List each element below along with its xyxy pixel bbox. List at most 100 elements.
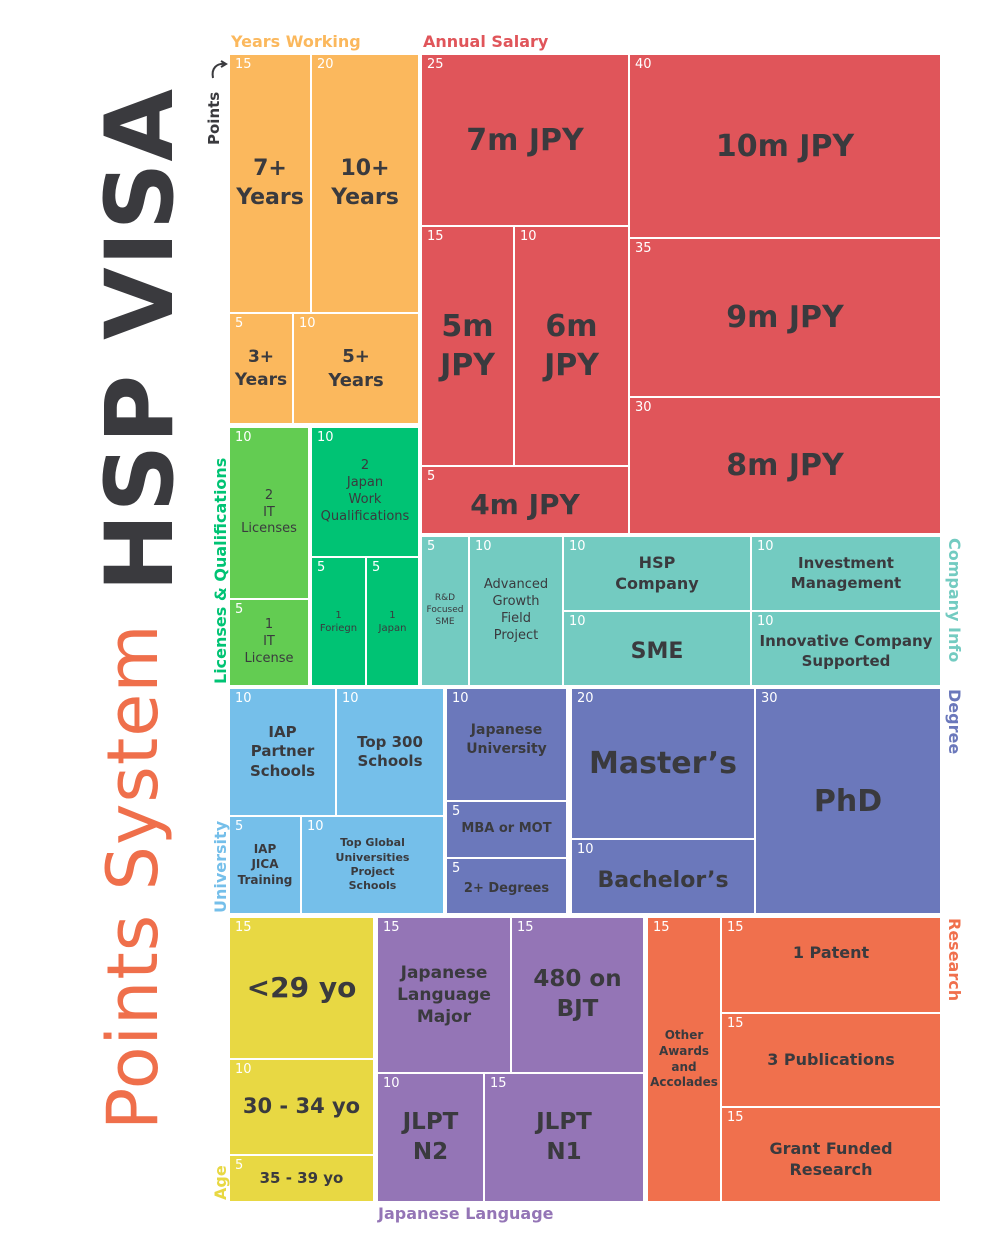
points-value: 5 bbox=[235, 316, 244, 331]
tile-2-it-licenses: 10 2 IT Licenses bbox=[230, 428, 308, 598]
tile-salary-9m: 35 9m JPY bbox=[630, 239, 940, 396]
points-value: 10 bbox=[452, 691, 469, 706]
points-value: 10 bbox=[342, 691, 359, 706]
points-value: 15 bbox=[727, 1110, 744, 1125]
points-value: 5 bbox=[452, 804, 461, 819]
tile-label: Bachelor’s bbox=[597, 868, 729, 894]
category-annual-salary: Annual Salary bbox=[423, 32, 549, 51]
tile-label: 2+ Degrees bbox=[463, 880, 550, 896]
points-value: 10 bbox=[317, 430, 334, 445]
tile-label: 9m JPY bbox=[726, 300, 844, 335]
points-value: 20 bbox=[317, 57, 334, 72]
tile-10-years: 20 10+ Years bbox=[312, 55, 418, 312]
category-research: Research bbox=[945, 918, 964, 1002]
tile-rd-focused-sme: 5 R&D Focused SME bbox=[422, 537, 468, 685]
tile-jlpt-n1: 15 JLPT N1 bbox=[485, 1074, 643, 1201]
tile-label: 8m JPY bbox=[726, 448, 844, 483]
tile-japan-work-qualifications: 10 2 Japan Work Qualifications bbox=[312, 428, 418, 556]
tile-label: 10m JPY bbox=[715, 128, 855, 164]
tile-label: Japanese Language Major bbox=[397, 962, 491, 1028]
tile-age-under-29: 15 <29 yo bbox=[230, 918, 373, 1058]
tile-other-awards-accolades: 15 Other Awards and Accolades bbox=[648, 918, 720, 1201]
tile-label: 4m JPY bbox=[470, 487, 580, 521]
tile-label: 480 on BJT bbox=[533, 966, 622, 1022]
tile-top-300-schools: 10 Top 300 Schools bbox=[337, 689, 443, 815]
points-value: 15 bbox=[653, 920, 670, 935]
tile-label: 1 Japan bbox=[378, 609, 407, 634]
tile-investment-management: 10 Investment Management bbox=[752, 537, 940, 610]
points-value: 15 bbox=[727, 1016, 744, 1031]
tile-label: 5+ Years bbox=[328, 346, 384, 391]
category-company-info: Company Info bbox=[945, 538, 964, 663]
tile-sme: 10 SME bbox=[564, 612, 750, 685]
points-value: 35 bbox=[635, 241, 652, 256]
tile-innovative-company-supported: 10 Innovative Company Supported bbox=[752, 612, 940, 685]
points-value: 5 bbox=[317, 560, 326, 575]
points-value: 40 bbox=[635, 57, 652, 72]
curved-arrow-icon bbox=[211, 60, 228, 79]
points-value: 5 bbox=[235, 819, 244, 834]
points-value: 30 bbox=[761, 691, 778, 706]
tile-480-on-bjt: 15 480 on BJT bbox=[512, 918, 643, 1072]
points-value: 10 bbox=[757, 614, 774, 629]
tile-label: PhD bbox=[813, 783, 883, 819]
tile-iap-jica-training: 5 IAP JICA Training bbox=[230, 817, 300, 913]
tile-japanese-university: 10 Japanese University bbox=[447, 689, 566, 800]
tile-label: 10+ Years bbox=[331, 155, 399, 210]
tile-1-patent: 15 1 Patent bbox=[722, 918, 940, 1012]
tile-label: 2 Japan Work Qualifications bbox=[320, 458, 410, 524]
tile-label: 3 Publications bbox=[767, 1049, 895, 1069]
tile-salary-6m: 10 6m JPY bbox=[515, 227, 628, 465]
tile-label: 6m JPY bbox=[544, 309, 599, 383]
tile-bachelors: 10 Bachelor’s bbox=[572, 840, 754, 913]
points-value: 10 bbox=[307, 819, 324, 834]
tile-label: Top Global Universities Project Schools bbox=[335, 836, 410, 893]
title-hsp-visa: HSP VISA bbox=[86, 87, 195, 592]
category-licenses-qualifications: Licenses & Qualifications bbox=[211, 457, 230, 684]
tile-hsp-company: 10 HSP Company bbox=[564, 537, 750, 610]
tile-1-foreign-qualification: 5 1 Foriegn bbox=[312, 558, 365, 685]
tile-iap-partner-schools: 10 IAP Partner Schools bbox=[230, 689, 335, 815]
points-value: 10 bbox=[383, 1076, 400, 1091]
tile-3-publications: 15 3 Publications bbox=[722, 1014, 940, 1106]
tile-1-it-license: 5 1 IT License bbox=[230, 600, 308, 685]
tile-label: IAP JICA Training bbox=[237, 841, 293, 887]
points-value: 10 bbox=[475, 539, 492, 554]
tile-grant-funded-research: 15 Grant Funded Research bbox=[722, 1108, 940, 1201]
tile-label: 7+ Years bbox=[236, 155, 304, 210]
tile-salary-4m: 5 4m JPY bbox=[422, 467, 628, 533]
points-value: 10 bbox=[235, 430, 252, 445]
points-value: 10 bbox=[235, 1062, 252, 1077]
points-value: 5 bbox=[235, 602, 244, 617]
tile-top-global-universities-project: 10 Top Global Universities Project Schoo… bbox=[302, 817, 443, 913]
points-value: 20 bbox=[577, 691, 594, 706]
category-degree: Degree bbox=[945, 689, 964, 755]
category-university: University bbox=[211, 820, 230, 913]
tile-label: Other Awards and Accolades bbox=[650, 1028, 718, 1090]
category-age: Age bbox=[211, 1165, 230, 1200]
points-value: 25 bbox=[427, 57, 444, 72]
tile-label: 5m JPY bbox=[440, 309, 495, 383]
points-value: 10 bbox=[757, 539, 774, 554]
tile-jlpt-n2: 10 JLPT N2 bbox=[378, 1074, 483, 1201]
tile-advanced-growth-field-project: 10 Advanced Growth Field Project bbox=[470, 537, 562, 685]
tile-label: 7m JPY bbox=[466, 122, 584, 158]
tile-label: Master’s bbox=[589, 746, 737, 781]
tile-label: 1 Patent bbox=[792, 942, 870, 962]
tile-label: HSP Company bbox=[615, 552, 699, 593]
tile-label: Advanced Growth Field Project bbox=[483, 577, 549, 643]
tile-label: Top 300 Schools bbox=[357, 732, 423, 771]
tile-1-japan-qualification: 5 1 Japan bbox=[367, 558, 418, 685]
points-value: 10 bbox=[299, 316, 316, 331]
tile-age-35-39: 5 35 - 39 yo bbox=[230, 1156, 373, 1201]
points-value: 15 bbox=[427, 229, 444, 244]
tile-label: IAP Partner Schools bbox=[249, 722, 316, 780]
tile-label: 3+ Years bbox=[234, 347, 288, 390]
tile-salary-10m: 40 10m JPY bbox=[630, 55, 940, 237]
points-value: 10 bbox=[520, 229, 537, 244]
tile-label: Investment Management bbox=[790, 554, 902, 592]
tile-label: Grant Funded Research bbox=[769, 1138, 893, 1179]
tile-masters: 20 Master’s bbox=[572, 689, 754, 838]
tile-label: MBA or MOT bbox=[461, 821, 552, 837]
tile-label: SME bbox=[630, 639, 684, 665]
